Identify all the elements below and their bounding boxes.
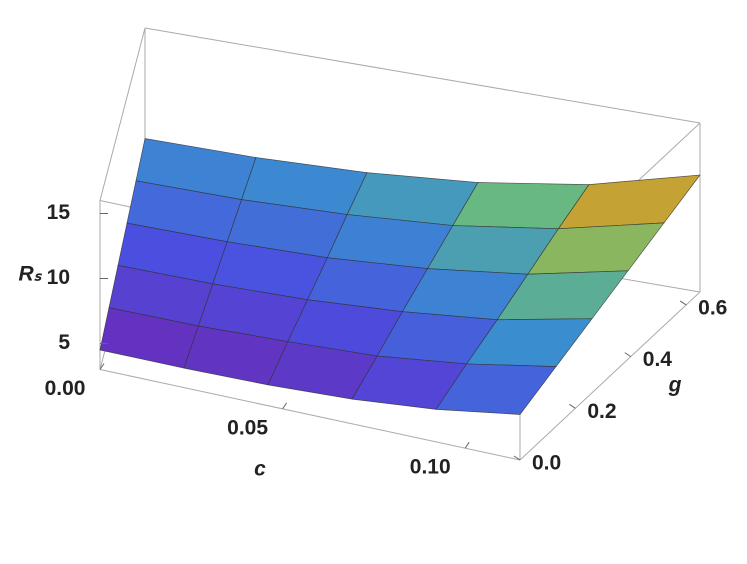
y-tick (569, 403, 576, 409)
x-tick-label: 0.10 (410, 456, 451, 479)
z-tick-label: 10 (47, 266, 70, 289)
box-edge (144, 27, 701, 124)
surface-patch (435, 363, 557, 415)
box-edge (519, 291, 701, 461)
box-edge (99, 369, 521, 461)
y-tick-label: 0.2 (587, 400, 616, 423)
z-tick-label: 5 (58, 331, 70, 354)
y-tick (513, 455, 521, 461)
z-tick-label: 15 (47, 201, 71, 224)
y-tick-label: 0.4 (643, 348, 673, 371)
surface (99, 138, 701, 415)
x-tick-label: 0.05 (227, 416, 268, 439)
y-tick-label: 0.0 (532, 452, 561, 475)
x-tick-label: 0.00 (45, 377, 86, 400)
x-tick (282, 402, 288, 410)
x-tick (464, 441, 470, 449)
x-axis-label: c (254, 457, 266, 480)
x-tick (99, 363, 105, 370)
y-tick-label: 0.6 (698, 296, 727, 319)
y-tick (679, 300, 687, 306)
surface-patch (557, 174, 701, 230)
axes: 5 10 15 0.00 0.05 0.10 0.0 0.2 0.4 0.6 c g Rₛ (19, 201, 728, 480)
z-axis-label: Rₛ (19, 263, 43, 286)
box-edge (99, 27, 146, 201)
y-tick (624, 352, 632, 358)
y-axis-label: g (668, 374, 682, 397)
